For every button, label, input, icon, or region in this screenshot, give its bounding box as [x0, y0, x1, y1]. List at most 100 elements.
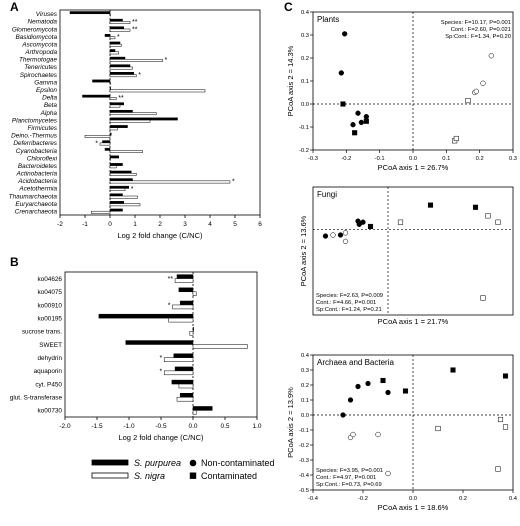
bar: [109, 172, 137, 176]
bar: [109, 125, 128, 128]
significance-marker: *: [138, 72, 141, 79]
bar: [189, 331, 194, 336]
bar: [109, 201, 124, 204]
y-tick-label: 0.1: [301, 398, 309, 404]
x-tick-label: -1.0: [123, 423, 135, 430]
y-tick-label: 0.2: [301, 383, 309, 389]
bar: [109, 74, 137, 78]
category-label: Thermotogae: [19, 57, 57, 64]
bar: [109, 178, 133, 182]
bar: [109, 56, 126, 60]
data-point: [385, 389, 391, 396]
category-label: Acetothermia: [18, 186, 57, 193]
plot-frame: [312, 186, 514, 316]
data-point: [363, 118, 369, 124]
y-tick-label: 0.3: [301, 33, 309, 39]
bar-chart-a: -2 -1 0 1 2 3 4 5 6 Log 2 fold change (C/NC) Virus…: [9, 9, 262, 240]
stats-text: Cont.: F=4.66, P=0.001: [316, 300, 376, 306]
bar: [69, 11, 111, 15]
stats-text: Sp:Cont.: F=0.73, P=0.69: [316, 482, 382, 488]
bar: [109, 59, 163, 62]
bar: [109, 36, 116, 40]
bar: [163, 357, 194, 362]
legend-swatch-nigra: [91, 472, 129, 479]
category-label: Delta: [42, 95, 57, 102]
data-point: [363, 114, 369, 120]
bar: [109, 81, 111, 85]
bar: [109, 155, 119, 159]
legend-label-purpurea: S. purpurea: [134, 458, 181, 468]
data-point: [356, 221, 362, 227]
bar: [176, 274, 194, 279]
y-tick-label: -0.4: [299, 473, 310, 479]
category-label: Cyanobacteria: [16, 148, 58, 155]
bar: [109, 21, 131, 24]
data-point: [340, 101, 346, 107]
category-label: Chloroflexi: [27, 155, 58, 162]
bar: [178, 383, 194, 389]
data-point: [480, 295, 486, 301]
data-point: [352, 130, 358, 136]
category-label: sucrose trans.: [22, 329, 62, 336]
category-label: Viruses: [36, 11, 58, 18]
significance-marker: **: [132, 19, 138, 26]
x-tick-label: 0.5: [220, 423, 229, 430]
bar: [109, 66, 133, 70]
data-point: [502, 373, 509, 379]
data-point: [497, 416, 504, 423]
bar: [192, 344, 248, 349]
y-tick-label: 0.1: [301, 79, 309, 85]
bar: [192, 327, 194, 332]
stats-text: Species: F=3.95, P=0.001: [316, 468, 383, 474]
category-label: aquaporin: [34, 368, 63, 375]
data-point: [358, 119, 364, 126]
bar-chart-b: -2.0 -1.5 -1.0 -0.5 0.0 0.5 1.0 Log 2 fold chan…: [10, 271, 262, 442]
bar: [172, 304, 194, 310]
bar: [109, 104, 121, 108]
bar: [109, 180, 231, 184]
x-tick-label: 0.1: [442, 156, 450, 162]
data-point: [342, 31, 348, 37]
significance-marker: *: [159, 355, 162, 362]
bar: [104, 34, 111, 37]
y-axis-label: PCoA axis 2 = 13.6%: [299, 215, 308, 286]
data-point: [337, 232, 344, 238]
bar: [173, 353, 194, 358]
significance-marker: **: [118, 95, 124, 102]
category-label: glut. S-transferase: [10, 395, 63, 402]
stats-text: Cont.: F=4.97, P=0.001: [316, 475, 376, 481]
data-point: [375, 431, 381, 438]
significance-marker: **: [168, 276, 174, 283]
bar: [109, 28, 131, 32]
bar: [109, 87, 111, 90]
bar: [179, 393, 194, 398]
bar: [109, 157, 111, 161]
data-point: [342, 230, 349, 236]
x-tick-label: -0.2: [358, 496, 368, 502]
stats-text: Species: F=2.63, P=0.009: [316, 293, 383, 299]
legend-label-contaminated: Contaminated: [201, 471, 257, 481]
category-label: Arthropoda: [24, 49, 57, 56]
y-tick-label: 0.4: [301, 353, 310, 359]
bar: [109, 72, 134, 75]
bar: [109, 193, 123, 197]
x-tick-label: 5: [233, 221, 237, 228]
x-axis-label: Log 2 fold change (C/NC): [118, 433, 204, 442]
bar: [98, 313, 194, 319]
bar: [109, 119, 151, 123]
stats-text: Sp:Cont.: F=1.34, P=0.20: [445, 34, 511, 40]
bar: [171, 379, 194, 385]
data-point: [402, 388, 409, 394]
category-label: Gamma: [34, 79, 57, 86]
bar: [179, 300, 194, 306]
legend-swatch-purpurea: [91, 459, 129, 466]
bar: [163, 370, 194, 376]
data-point: [367, 223, 374, 230]
panel-letter-b: B: [10, 255, 19, 269]
y-tick-label: -0.2: [299, 443, 309, 449]
x-tick-label: 6: [258, 221, 262, 228]
data-point: [355, 383, 361, 390]
y-tick-label: 0.4: [301, 10, 310, 16]
category-label: Crenarchaeota: [15, 209, 58, 216]
data-point: [427, 202, 434, 208]
